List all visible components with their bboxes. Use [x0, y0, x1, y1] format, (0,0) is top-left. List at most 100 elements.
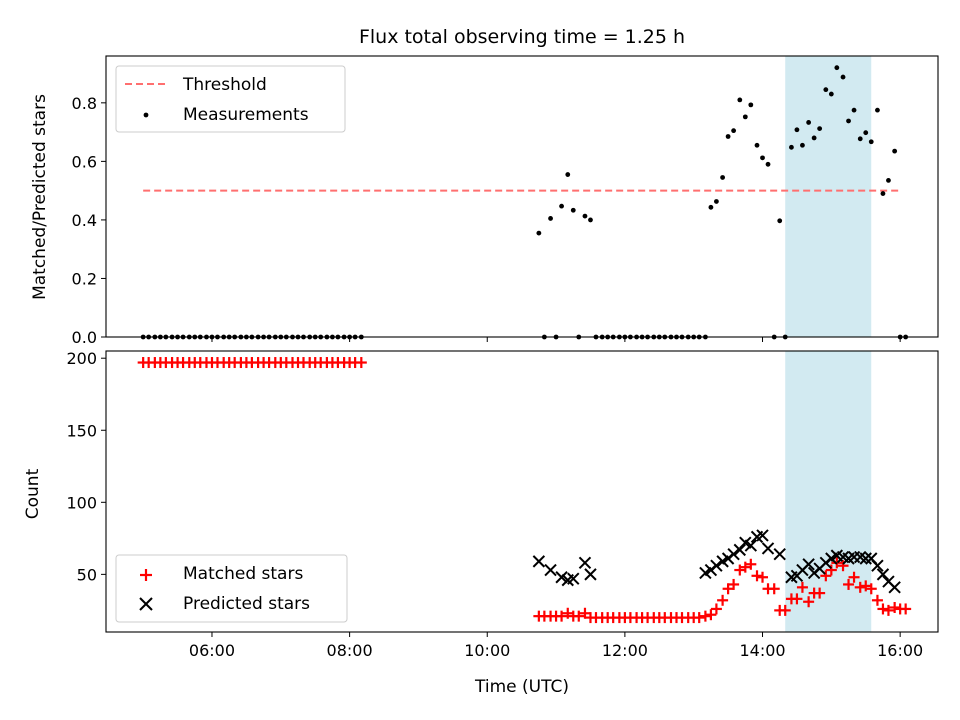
predicted-star-point [802, 558, 815, 571]
predicted-star-point [578, 556, 592, 570]
matched-star-point [820, 570, 832, 582]
legend-threshold-label: Threshold [182, 75, 267, 95]
matched-star-point [556, 610, 568, 622]
top-legend: Threshold Measurements [115, 65, 346, 133]
predicted-star-point [733, 543, 747, 557]
predicted-star-point [876, 568, 890, 581]
bottom-ylabel: Count [23, 468, 43, 519]
matched-star-point [871, 594, 883, 606]
matched-star-point [796, 581, 808, 593]
matched-star-point [699, 610, 711, 622]
measurement-point [875, 107, 880, 113]
legend-measurement-swatch [143, 112, 149, 118]
chart-title: Flux total observing time = 1.25 h [359, 26, 685, 48]
measurement-point [570, 207, 576, 213]
legend-measurement-label: Measurements [183, 105, 309, 125]
measurement-point [559, 203, 564, 209]
top-axes-frame [105, 55, 939, 338]
measurement-point [731, 128, 737, 134]
matched-star-point [865, 583, 877, 595]
matched-star-point [355, 357, 367, 369]
measurement-point [754, 142, 760, 148]
measurement-point [886, 178, 891, 183]
bottom-axes-frame [105, 350, 939, 633]
measurement-point [737, 97, 743, 103]
x-tick-label: 10:00 [464, 641, 510, 660]
top-shaded-span [785, 56, 872, 337]
measurement-point [565, 172, 571, 177]
measurement-point [748, 102, 754, 108]
predicted-star-point [744, 539, 758, 552]
matched-star-point [854, 581, 866, 593]
matched-star-point [814, 587, 826, 599]
measurement-point [834, 65, 840, 71]
top-axis-ticks: 0.0 0.2 0.4 0.6 0.8 [72, 94, 901, 347]
legend-matched-label: Matched stars [183, 564, 303, 584]
count-points [137, 357, 912, 624]
top-ylabel: Matched/Predicted stars [30, 94, 50, 300]
predicted-star-point [532, 555, 546, 568]
bottom-legend: Matched stars Predicted stars [115, 554, 348, 623]
bottom-y-tick-label: 50 [77, 565, 97, 584]
measurement-point [765, 161, 771, 167]
matched-star-point [791, 593, 803, 605]
measurement-point [582, 213, 588, 219]
matched-star-point [843, 578, 855, 590]
measurement-point [725, 134, 731, 139]
predicted-star-point [710, 559, 723, 572]
measurement-point [846, 118, 851, 124]
matched-star-point [825, 564, 837, 576]
x-tick-label: 06:00 [189, 641, 235, 660]
bottom-panel: 06:00 08:00 10:00 12:00 14:00 16:00 50 100 150 20… [23, 349, 939, 697]
matched-star-point [889, 602, 901, 614]
measurement-point [857, 136, 863, 142]
bottom-y-tick-label: 100 [66, 493, 97, 512]
matched-star-point [768, 583, 780, 595]
x-tick-label: 14:00 [739, 641, 785, 660]
matched-star-point [803, 596, 815, 608]
matched-star-point [882, 604, 894, 616]
matched-star-point [848, 571, 860, 583]
bottom-y-tick-label: 150 [66, 421, 97, 440]
measurement-point [880, 191, 886, 196]
matched-star-point [579, 607, 591, 619]
bottom-legend-box [115, 554, 348, 623]
top-y-tick-label: 0.0 [72, 328, 97, 347]
x-tick-label: 16:00 [877, 641, 923, 660]
measurement-point [708, 204, 714, 210]
matched-star-point [562, 607, 574, 619]
predicted-star-point [871, 559, 884, 572]
predicted-star-point [727, 547, 740, 561]
measurement-point [840, 74, 846, 80]
measurement-point [777, 218, 783, 224]
measurement-point [817, 126, 823, 131]
measurement-point [811, 135, 817, 141]
matched-star-point [779, 604, 791, 616]
legend-matched-swatch [140, 569, 152, 581]
measurement-point [714, 199, 719, 204]
legend-predicted-swatch [139, 597, 153, 611]
top-y-tick-label: 0.6 [72, 152, 97, 171]
predicted-star-point [567, 572, 580, 585]
legend-predicted-label: Predicted stars [183, 594, 310, 614]
top-y-tick-label: 0.2 [72, 269, 97, 288]
measurement-point [789, 144, 794, 150]
bottom-y-tick-label: 200 [66, 349, 97, 368]
bottom-axis-ticks: 06:00 08:00 10:00 12:00 14:00 16:00 50 100 150 20… [66, 349, 923, 660]
matched-star-point [877, 603, 889, 615]
measurement-point [794, 127, 800, 133]
x-tick-label: 12:00 [602, 641, 648, 660]
top-y-tick-label: 0.8 [72, 94, 97, 113]
top-panel: 0.00.20.40.60.8 Matched/Predicted stars … [30, 55, 939, 347]
top-y-tick-label: 0.4 [72, 211, 97, 230]
matched-star-point [693, 612, 705, 624]
bottom-shaded-span [785, 351, 872, 632]
matched-star-point [734, 564, 746, 576]
matched-star-point [705, 609, 717, 621]
measurement-point [536, 230, 542, 236]
measurement-point [588, 217, 593, 223]
measurement-point [760, 155, 765, 161]
measurement-point [800, 142, 805, 148]
measurement-point [548, 216, 553, 221]
measurement-point [806, 120, 812, 125]
